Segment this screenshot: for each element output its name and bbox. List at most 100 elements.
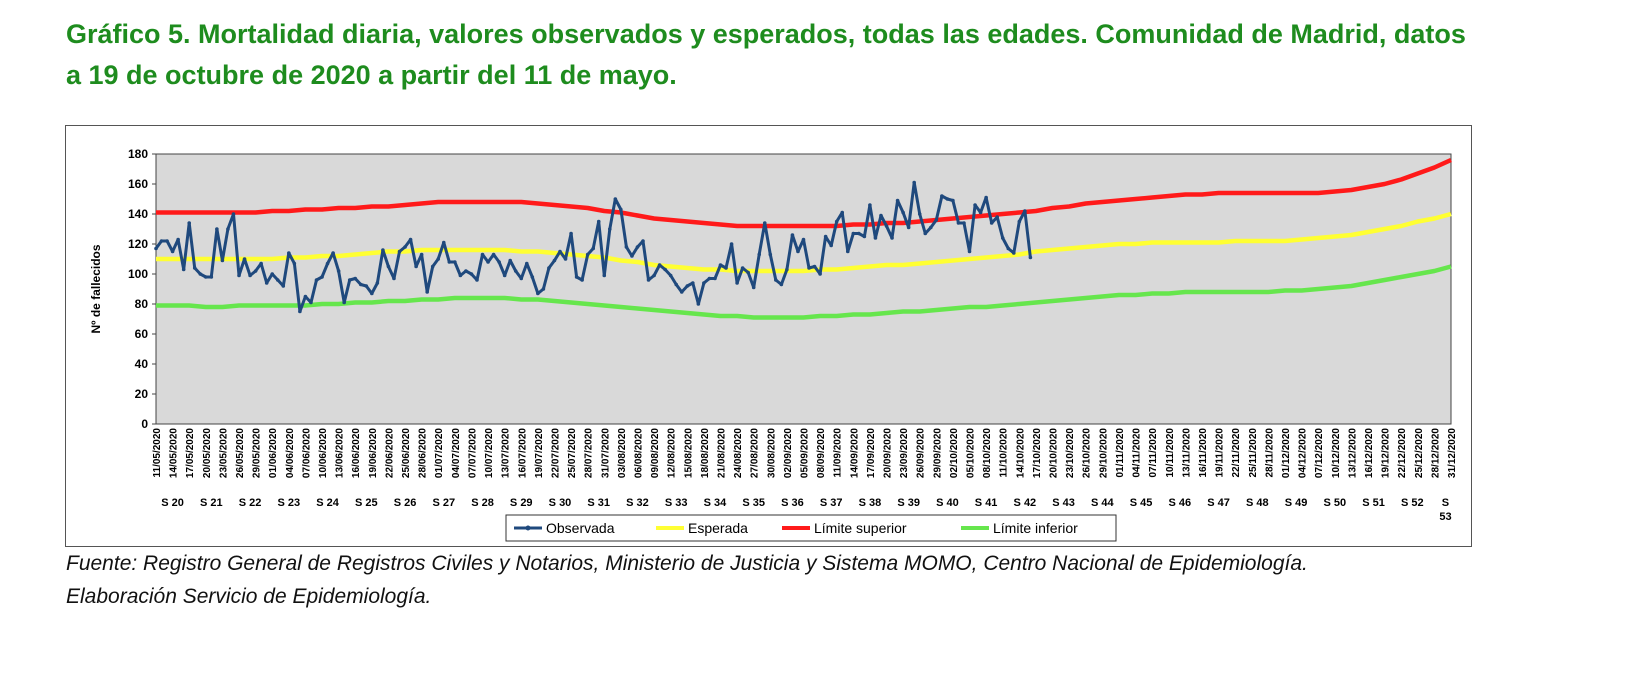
- observed-point: [226, 227, 230, 231]
- x-tick-label: 01/07/2020: [434, 428, 445, 478]
- x-tick-label: 22/06/2020: [384, 428, 395, 478]
- observed-point: [181, 267, 186, 272]
- week-label: S 23: [278, 497, 301, 509]
- week-label: S 24: [316, 497, 340, 509]
- x-tick-label: 13/11/2020: [1181, 428, 1192, 478]
- x-tick-label: 31/07/2020: [600, 428, 611, 478]
- chart-frame: 0 20 40 60 80 100 120 140 160 180 Nº de fallecidos…: [65, 125, 1472, 547]
- x-tick-label: 23/10/2020: [1065, 428, 1076, 478]
- observed-point: [425, 290, 429, 294]
- week-label: S 21: [200, 497, 223, 509]
- week-label: 53: [1439, 511, 1451, 523]
- observed-point: [801, 237, 806, 242]
- observed-point: [1017, 219, 1022, 224]
- observed-point: [912, 180, 916, 185]
- observed-point: [818, 272, 822, 276]
- x-tick-label: 30/08/2020: [766, 428, 777, 478]
- observed-point: [984, 195, 988, 200]
- x-tick-label: 10/11/2020: [1165, 428, 1176, 478]
- observed-point: [923, 231, 928, 236]
- observed-point: [596, 219, 601, 224]
- week-label: S 29: [510, 497, 533, 509]
- observed-point: [834, 219, 839, 224]
- observed-point: [375, 281, 380, 285]
- x-tick-label: 07/12/2020: [1314, 428, 1325, 478]
- series-line-límite-inferior: [156, 264, 1452, 320]
- x-tick-label: 21/08/2020: [716, 428, 727, 478]
- observed-point: [281, 284, 286, 288]
- observed-point: [569, 231, 573, 236]
- x-tick-label: 19/12/2020: [1381, 428, 1392, 478]
- week-label: S 34: [704, 497, 728, 509]
- mortality-chart: 0 20 40 60 80 100 120 140 160 180 Nº de fallecidos…: [89, 147, 1458, 542]
- observed-point: [386, 264, 391, 269]
- x-tick-label: 16/12/2020: [1364, 428, 1375, 478]
- observed-point: [740, 266, 745, 270]
- observed-point: [724, 266, 728, 270]
- legend-label: Límite inferior: [993, 520, 1078, 536]
- x-tick-label: 26/09/2020: [916, 428, 927, 478]
- y-tick-label: 180: [128, 147, 148, 161]
- x-tick-label: 31/12/2020: [1447, 428, 1458, 478]
- x-tick-label: 28/07/2020: [584, 428, 595, 478]
- week-label: S 22: [239, 497, 262, 509]
- observed-point: [635, 245, 640, 249]
- x-tick-label: 23/09/2020: [899, 428, 910, 478]
- observed-point: [630, 254, 634, 258]
- observed-point: [624, 245, 629, 249]
- observed-point: [436, 257, 441, 261]
- observed-point: [768, 252, 773, 257]
- observed-point: [447, 260, 452, 264]
- observed-point: [292, 261, 297, 266]
- observed-point: [774, 278, 778, 282]
- observed-point: [502, 273, 507, 278]
- observed-point: [353, 276, 358, 281]
- observed-point: [331, 251, 335, 255]
- observed-point: [248, 273, 252, 278]
- x-tick-label: 13/06/2020: [335, 428, 346, 478]
- observed-point: [973, 203, 977, 207]
- observed-point: [890, 236, 894, 240]
- week-label: S 47: [1207, 497, 1230, 509]
- week-label: S 36: [781, 497, 804, 509]
- observed-point: [602, 273, 607, 278]
- x-tick-label: 17/10/2020: [1032, 428, 1043, 478]
- observed-point: [298, 309, 302, 314]
- observed-point: [646, 278, 651, 282]
- observed-point: [585, 252, 590, 257]
- x-tick-label: 17/05/2020: [185, 428, 196, 478]
- observed-point: [314, 278, 319, 282]
- week-label: S 40: [936, 497, 959, 509]
- x-tick-label: 24/08/2020: [733, 428, 744, 478]
- week-label: S 38: [859, 497, 882, 509]
- observed-point: [580, 278, 584, 282]
- observed-point: [679, 290, 684, 294]
- observed-point: [812, 264, 817, 269]
- observed-point: [757, 252, 762, 257]
- observed-point: [176, 237, 180, 242]
- x-tick-label: 07/06/2020: [301, 428, 312, 478]
- week-label: S 25: [355, 497, 378, 509]
- week-label: S 52: [1401, 497, 1424, 509]
- y-tick-label: 140: [128, 207, 148, 221]
- observed-point: [857, 231, 861, 236]
- x-tick-label: 14/09/2020: [849, 428, 860, 478]
- observed-point: [309, 300, 313, 305]
- week-label: S 39: [897, 497, 920, 509]
- observed-point: [209, 275, 214, 279]
- observed-point: [823, 234, 828, 239]
- x-tick-label: 08/10/2020: [982, 428, 993, 478]
- observed-point: [613, 197, 618, 201]
- observed-point: [796, 249, 800, 254]
- observed-point: [524, 261, 529, 266]
- x-tick-label: 22/11/2020: [1231, 428, 1242, 478]
- x-tick-label: 06/08/2020: [633, 428, 644, 478]
- observed-point: [264, 281, 269, 285]
- observed-point: [718, 263, 723, 267]
- x-tick-label: 10/06/2020: [318, 428, 329, 478]
- observed-point: [165, 239, 169, 243]
- x-tick-label: 26/10/2020: [1082, 428, 1093, 478]
- observed-point: [685, 284, 690, 288]
- chart-title: Gráfico 5. Mortalidad diaria, valores ob…: [66, 19, 1466, 90]
- week-label: S 42: [1014, 497, 1037, 509]
